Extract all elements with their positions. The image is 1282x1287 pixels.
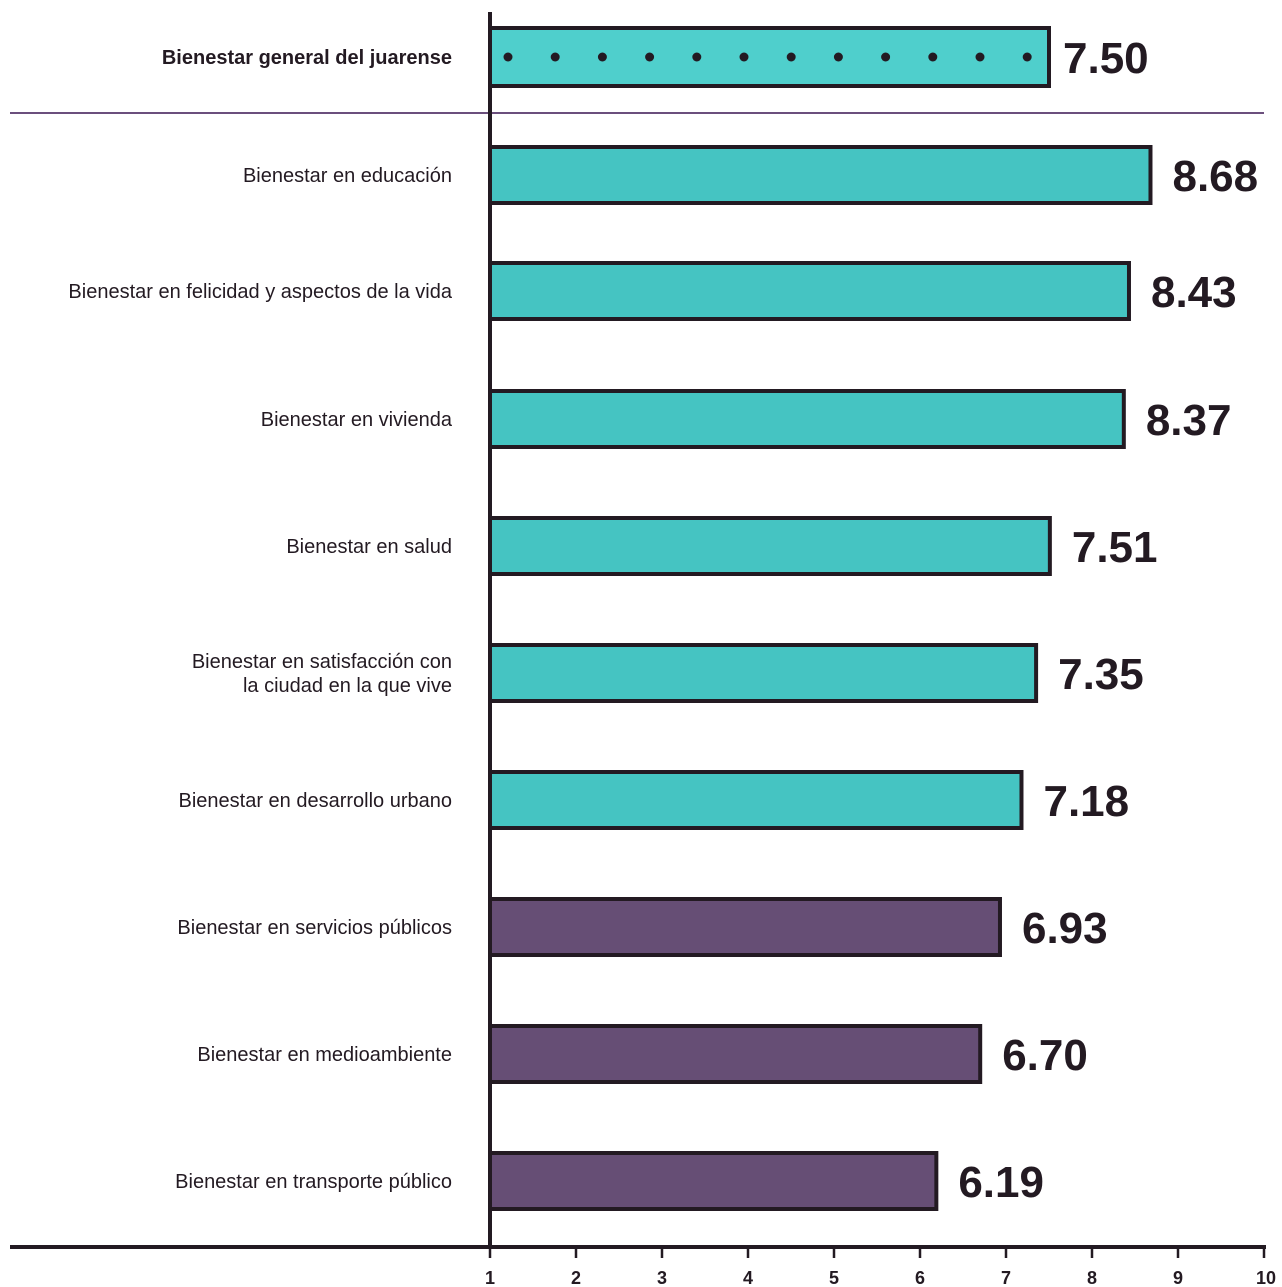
summary-bar [488, 26, 1051, 88]
bars-layer [488, 26, 1153, 1211]
value-label: 6.70 [1002, 1031, 1088, 1080]
x-tick-label: 7 [1001, 1268, 1011, 1287]
value-label: 6.19 [958, 1158, 1044, 1207]
summary-bar-dot [503, 52, 513, 62]
summary-bar-dot [928, 52, 938, 62]
bar [488, 1151, 939, 1211]
summary-value-label: 7.50 [1063, 34, 1149, 83]
bar [488, 145, 1153, 205]
summary-bar-dot [645, 52, 655, 62]
category-label: la ciudad en la que vive [243, 675, 452, 697]
x-tick-label: 8 [1087, 1268, 1097, 1287]
bar [488, 516, 1052, 576]
summary-bar-dot [881, 52, 891, 62]
x-tick-label: 2 [571, 1268, 581, 1287]
category-label: Bienestar en satisfacción con [192, 651, 452, 673]
category-label: Bienestar en vivienda [261, 409, 453, 431]
x-tick-label: 3 [657, 1268, 667, 1287]
bar [488, 1024, 983, 1084]
summary-bar-dot [786, 52, 796, 62]
category-label: Bienestar en felicidad y aspectos de la … [68, 281, 452, 303]
x-tick-label: 5 [829, 1268, 839, 1287]
axis-layer [10, 12, 1266, 1258]
bar [488, 897, 1002, 957]
x-tick-label: 10 [1256, 1268, 1276, 1287]
bar [488, 770, 1024, 830]
category-label: Bienestar en educación [243, 165, 452, 187]
labels-layer: Bienestar general del juarense 7.50 Bienes… [68, 34, 1276, 1287]
summary-category-label: Bienestar general del juarense [162, 47, 452, 69]
value-label: 8.43 [1151, 268, 1237, 317]
summary-bar-dot [833, 52, 843, 62]
category-label: Bienestar en servicios públicos [177, 917, 452, 939]
summary-bar-dot [739, 52, 749, 62]
summary-bar-dot [550, 52, 560, 62]
x-tick-label: 4 [743, 1268, 753, 1287]
value-label: 8.68 [1172, 152, 1258, 201]
x-tick-label: 6 [915, 1268, 925, 1287]
summary-bar-dot [975, 52, 985, 62]
value-label: 7.35 [1058, 650, 1144, 699]
x-tick-label: 1 [485, 1268, 495, 1287]
summary-bar-dot [1022, 52, 1032, 62]
category-label: Bienestar en medioambiente [197, 1044, 452, 1066]
bar [488, 261, 1131, 321]
x-tick-label: 9 [1173, 1268, 1183, 1287]
value-label: 8.37 [1146, 396, 1232, 445]
value-label: 7.51 [1072, 523, 1158, 572]
category-label: Bienestar en transporte público [175, 1171, 452, 1193]
value-label: 7.18 [1043, 777, 1129, 826]
summary-bar-dot [692, 52, 702, 62]
bar [488, 389, 1126, 449]
summary-bar-dot [597, 52, 607, 62]
category-label: Bienestar en salud [286, 536, 452, 558]
category-label: Bienestar en desarrollo urbano [178, 790, 452, 812]
bar [488, 643, 1039, 703]
value-label: 6.93 [1022, 904, 1108, 953]
